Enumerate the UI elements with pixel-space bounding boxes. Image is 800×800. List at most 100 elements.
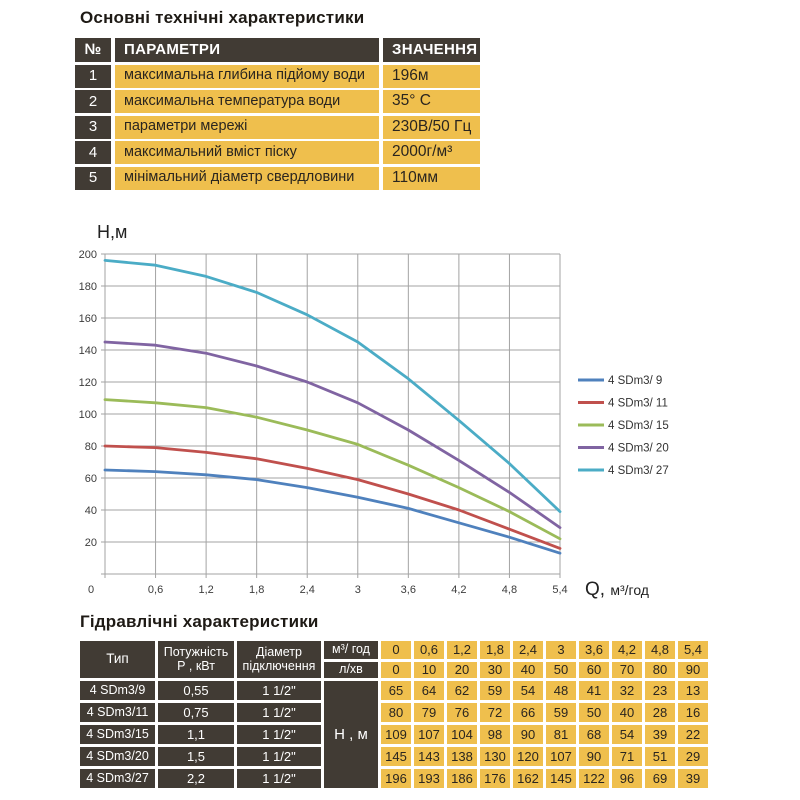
spec-row-value: 35° С xyxy=(383,90,480,113)
head-value-cell: 143 xyxy=(414,747,444,766)
x-tick-label: 5,4 xyxy=(552,584,567,596)
head-value-cell: 29 xyxy=(678,747,708,766)
head-value-cell: 48 xyxy=(546,681,576,700)
flow-m3-value: 5,4 xyxy=(678,641,708,659)
series-line-4-sdm3-20 xyxy=(103,340,562,530)
head-value-cell: 90 xyxy=(513,725,543,744)
y-tick-label: 20 xyxy=(85,537,97,549)
head-value-cell: 59 xyxy=(546,703,576,722)
head-value-cell: 80 xyxy=(381,703,411,722)
head-value-cell: 23 xyxy=(645,681,675,700)
flow-m3-value: 3 xyxy=(546,641,576,659)
spec-row-value: 110мм xyxy=(383,166,480,190)
head-value-cell: 66 xyxy=(513,703,543,722)
legend-label: 4 SDm3/ 11 xyxy=(608,398,668,410)
chart-svg: 20 40 60 80 100 120 140 160 180 200 0 0,6 1,2 1,8 2,4 3… xyxy=(79,222,669,600)
flow-lmin-value: 70 xyxy=(612,662,642,678)
flow-lmin-value: 60 xyxy=(579,662,609,678)
col-header-value: ЗНАЧЕННЯ xyxy=(383,38,480,62)
y-tick-label: 60 xyxy=(85,473,97,485)
series-line-4-sdm3-15 xyxy=(103,398,562,541)
y-tick-label: 140 xyxy=(79,345,97,357)
head-value-cell: 28 xyxy=(645,703,675,722)
spec-row-parameter: максимальний вміст піску xyxy=(115,141,379,164)
pump-diameter-cell: 1 1/2" xyxy=(237,703,321,722)
head-value-cell: 120 xyxy=(513,747,543,766)
pump-type-cell: 4 SDm3/9 xyxy=(80,681,155,700)
flow-m3-value: 1,8 xyxy=(480,641,510,659)
flow-m3-value: 4,2 xyxy=(612,641,642,659)
head-value-cell: 62 xyxy=(447,681,477,700)
series-line-4-sdm3-9 xyxy=(103,468,562,555)
flow-m3-value: 3,6 xyxy=(579,641,609,659)
series-line-4-sdm3-27 xyxy=(103,259,562,514)
flow-m3-value: 1,2 xyxy=(447,641,477,659)
spec-row-value: 2000г/м³ xyxy=(383,141,480,164)
pump-power-cell: 0,55 xyxy=(158,681,234,700)
head-value-cell: 79 xyxy=(414,703,444,722)
head-value-cell: 98 xyxy=(480,725,510,744)
head-value-cell: 81 xyxy=(546,725,576,744)
x-tick-label: 0 xyxy=(88,584,94,596)
y-tick-label: 160 xyxy=(79,313,97,325)
hydraulic-table: Тип Потужність Р , кВт Діаметр підключення м³… xyxy=(80,641,708,788)
flow-lmin-value: 50 xyxy=(546,662,576,678)
head-value-cell: 76 xyxy=(447,703,477,722)
head-value-cell: 65 xyxy=(381,681,411,700)
pump-diameter-cell: 1 1/2" xyxy=(237,681,321,700)
legend-label: 4 SDm3/ 9 xyxy=(608,375,662,387)
head-units-cell: Н , м xyxy=(324,681,378,788)
head-value-cell: 196 xyxy=(381,769,411,788)
x-axis-title: Q, м³/год xyxy=(585,579,649,600)
flow-m3-value: 4,8 xyxy=(645,641,675,659)
header-diameter-line1: Діаметр xyxy=(255,645,302,660)
head-value-cell: 138 xyxy=(447,747,477,766)
head-value-cell: 176 xyxy=(480,769,510,788)
head-value-cell: 54 xyxy=(513,681,543,700)
header-power-line1: Потужність xyxy=(163,645,229,660)
head-value-cell: 69 xyxy=(645,769,675,788)
y-tick-label: 80 xyxy=(85,441,97,453)
head-value-cell: 145 xyxy=(546,769,576,788)
chart-tick-labels: 20 40 60 80 100 120 140 160 180 200 0 0,6 1,2 1,8 2,4 3… xyxy=(79,249,568,596)
flow-lmin-value: 20 xyxy=(447,662,477,678)
hydraulic-title: Гідравлічні характеристики xyxy=(80,612,319,631)
col-header-param: ПАРАМЕТРИ xyxy=(115,38,379,62)
spec-row-value: 230В/50 Гц xyxy=(383,115,480,139)
head-value-cell: 41 xyxy=(579,681,609,700)
x-tick-label: 3 xyxy=(355,584,361,596)
head-value-cell: 40 xyxy=(612,703,642,722)
y-axis-title: Н,м xyxy=(97,222,127,242)
head-value-cell: 39 xyxy=(645,725,675,744)
head-value-cell: 90 xyxy=(579,747,609,766)
header-diameter: Діаметр підключення xyxy=(237,641,321,678)
pump-diameter-cell: 1 1/2" xyxy=(237,747,321,766)
pump-curves-chart: 20 40 60 80 100 120 140 160 180 200 0 0,6 1,2 1,8 2,4 3… xyxy=(0,212,800,614)
flow-m3-value: 2,4 xyxy=(513,641,543,659)
pump-diameter-cell: 1 1/2" xyxy=(237,769,321,788)
header-flow-lmin: л/хв xyxy=(324,662,378,678)
y-tick-label: 120 xyxy=(79,377,97,389)
col-header-num: № xyxy=(75,38,111,62)
head-value-cell: 193 xyxy=(414,769,444,788)
head-value-cell: 50 xyxy=(579,703,609,722)
flow-lmin-value: 30 xyxy=(480,662,510,678)
legend-label: 4 SDm3/ 27 xyxy=(608,465,669,477)
head-value-cell: 96 xyxy=(612,769,642,788)
x-tick-label: 1,8 xyxy=(249,584,264,596)
main-title: Основні технічні характеристики xyxy=(80,8,365,27)
legend-label: 4 SDm3/ 20 xyxy=(608,443,669,455)
head-value-cell: 51 xyxy=(645,747,675,766)
spec-row-parameter: мінімальний діаметр свердловини xyxy=(115,166,379,190)
y-tick-label: 180 xyxy=(79,281,97,293)
tech-specs-table: № ПАРАМЕТРИ ЗНАЧЕННЯ 1 максимальна глибин… xyxy=(75,38,480,190)
chart-legend: 4 SDm3/ 9 4 SDm3/ 11 4 SDm3/ 15 4 SDm3/ 20 4… xyxy=(578,375,669,477)
header-flow-m3: м³/ год xyxy=(324,641,378,659)
flow-lmin-value: 40 xyxy=(513,662,543,678)
y-tick-label: 100 xyxy=(79,409,97,421)
header-power-line2: Р , кВт xyxy=(177,658,215,673)
head-value-cell: 54 xyxy=(612,725,642,744)
pump-type-cell: 4 SDm3/20 xyxy=(80,747,155,766)
head-value-cell: 64 xyxy=(414,681,444,700)
